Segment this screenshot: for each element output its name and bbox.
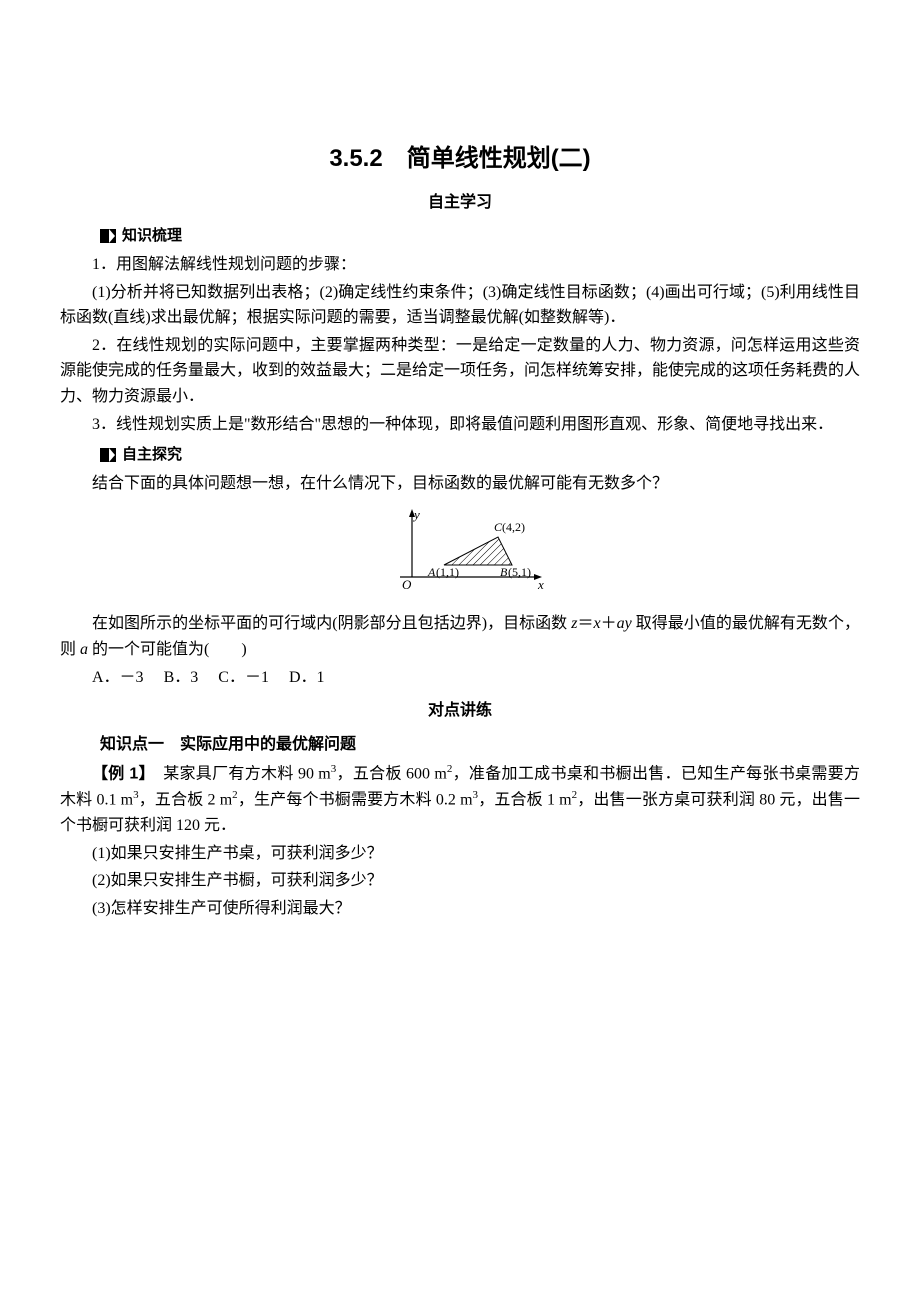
knowledge-point-1: 知识点一 实际应用中的最优解问题 xyxy=(100,732,860,758)
question-2: (2)如果只安排生产书橱，可获利润多少？ xyxy=(60,868,860,894)
ex1-t4: ，五合板 2 m xyxy=(139,792,233,809)
var-a: a xyxy=(617,615,625,632)
var-a2: a xyxy=(80,641,88,658)
graph-container: O y x A (1,1) B (5,1) C (4,2) xyxy=(60,505,860,604)
example-1-label: 【例 1】 xyxy=(92,766,147,783)
choice-a: A．－3 xyxy=(92,669,144,686)
play-icon xyxy=(100,229,116,243)
example-1: 【例 1】 某家具厂有方木料 90 m3，五合板 600 m2，准备加工成书桌和… xyxy=(60,761,860,838)
para-1: 1．用图解法解线性规划问题的步骤： xyxy=(60,252,860,278)
practice-heading: 对点讲练 xyxy=(60,698,860,724)
self-study-heading: 自主学习 xyxy=(60,190,860,216)
section-knowledge-header: 知识梳理 xyxy=(100,224,860,248)
ex1-t2: ，五合板 600 m xyxy=(336,766,447,783)
var-y: y xyxy=(625,615,632,632)
section1-text: 知识梳理 xyxy=(122,224,182,248)
svg-text:x: x xyxy=(537,577,544,592)
para6b: ＝ xyxy=(577,615,593,632)
feasible-region-graph: O y x A (1,1) B (5,1) C (4,2) xyxy=(370,505,550,595)
choices: A．－3 B．3 C．－1 D．1 xyxy=(60,665,860,691)
question-1: (1)如果只安排生产书桌，可获利润多少？ xyxy=(60,841,860,867)
choice-c: C．－1 xyxy=(218,669,269,686)
section-explore-header: 自主探究 xyxy=(100,443,860,467)
para-5: 结合下面的具体问题想一想，在什么情况下，目标函数的最优解可能有无数多个？ xyxy=(60,471,860,497)
section2-text: 自主探究 xyxy=(122,443,182,467)
var-x: x xyxy=(593,615,600,632)
para-4: 3．线性规划实质上是"数形结合"思想的一种体现，即将最值问题利用图形直观、形象、… xyxy=(60,412,860,438)
question-3: (3)怎样安排生产可使所得利润最大？ xyxy=(60,896,860,922)
para-2: (1)分析并将已知数据列出表格；(2)确定线性约束条件；(3)确定线性目标函数；… xyxy=(60,280,860,331)
ex1-t5: ，生产每个书橱需要方木料 0.2 m xyxy=(238,792,473,809)
para-6: 在如图所示的坐标平面的可行域内(阴影部分且包括边界)，目标函数 z＝x＋ay 取… xyxy=(60,611,860,662)
svg-text:B: B xyxy=(500,565,508,579)
para6c: ＋ xyxy=(601,615,617,632)
para6e: 的一个可能值为( ) xyxy=(88,641,247,658)
page-title: 3.5.2 简单线性规划(二) xyxy=(60,140,860,178)
para6a: 在如图所示的坐标平面的可行域内(阴影部分且包括边界)，目标函数 xyxy=(92,615,571,632)
play-icon xyxy=(100,448,116,462)
svg-text:A: A xyxy=(427,565,436,579)
svg-text:(5,1): (5,1) xyxy=(508,565,531,579)
ex1-t6: ，五合板 1 m xyxy=(478,792,572,809)
svg-text:O: O xyxy=(402,577,412,592)
ex1-t1: 某家具厂有方木料 90 m xyxy=(147,766,331,783)
para-3: 2．在线性规划的实际问题中，主要掌握两种类型：一是给定一定数量的人力、物力资源，… xyxy=(60,333,860,410)
svg-text:y: y xyxy=(412,507,420,522)
choice-d: D．1 xyxy=(289,669,325,686)
choice-b: B．3 xyxy=(164,669,199,686)
svg-text:(1,1): (1,1) xyxy=(436,565,459,579)
svg-text:(4,2): (4,2) xyxy=(502,520,525,534)
